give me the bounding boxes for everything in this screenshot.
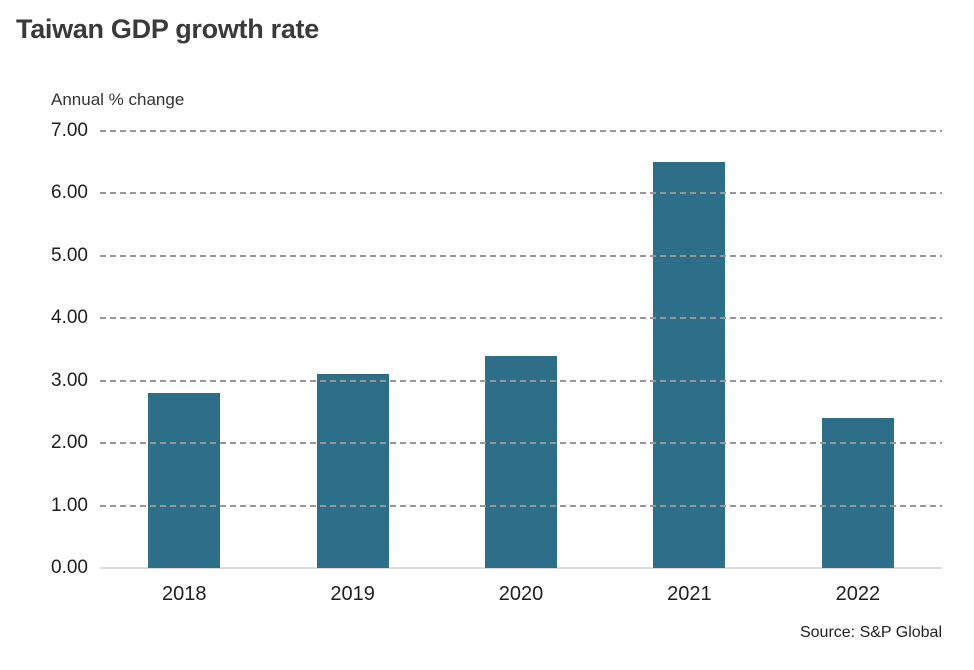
bar-slot	[437, 131, 605, 568]
y-tick-label: 3.00	[51, 369, 88, 391]
y-tick-label: 2.00	[51, 432, 88, 454]
y-tick-label: 7.00	[51, 120, 88, 141]
bar-2020	[485, 355, 558, 568]
x-tick-label: 2021	[667, 583, 712, 605]
bar-slot	[774, 131, 942, 568]
bar-2019	[316, 374, 389, 568]
y-tick-label: 0.00	[51, 557, 88, 578]
bars-row	[100, 131, 942, 568]
bar-2022	[821, 418, 894, 568]
gridline	[100, 192, 942, 195]
x-tick-label: 2020	[498, 583, 544, 605]
gridline	[100, 442, 942, 445]
gridline	[100, 254, 942, 257]
gridline	[100, 130, 942, 132]
gridline	[100, 317, 942, 320]
bar-2018	[148, 393, 221, 568]
gridline	[100, 504, 942, 507]
x-tick-label: 2022	[835, 583, 881, 605]
y-tick-label: 5.00	[51, 244, 88, 266]
x-axis-labels: 2018 2019 2020 2021 2022	[100, 583, 942, 606]
bar-2021	[653, 162, 726, 568]
x-axis-baseline	[100, 567, 942, 569]
y-axis-unit-label: Annual % change	[51, 90, 185, 109]
x-tick-label: 2018	[161, 583, 207, 605]
source-credit: Source: S&P Global	[799, 624, 942, 641]
x-tick-label: 2019	[330, 583, 375, 605]
gridline	[100, 379, 942, 382]
y-tick-label: 1.00	[51, 494, 88, 516]
y-tick-label: 4.00	[51, 307, 88, 329]
y-tick-label: 6.00	[51, 182, 88, 204]
chart-title: Taiwan GDP growth rate	[16, 14, 319, 44]
plot-area: 0.00 1.00 2.00 3.00 4.00 5.00 6.00 7.00	[51, 121, 942, 578]
bar-slot	[100, 131, 268, 568]
bar-slot	[605, 131, 773, 568]
bar-slot	[268, 131, 436, 568]
